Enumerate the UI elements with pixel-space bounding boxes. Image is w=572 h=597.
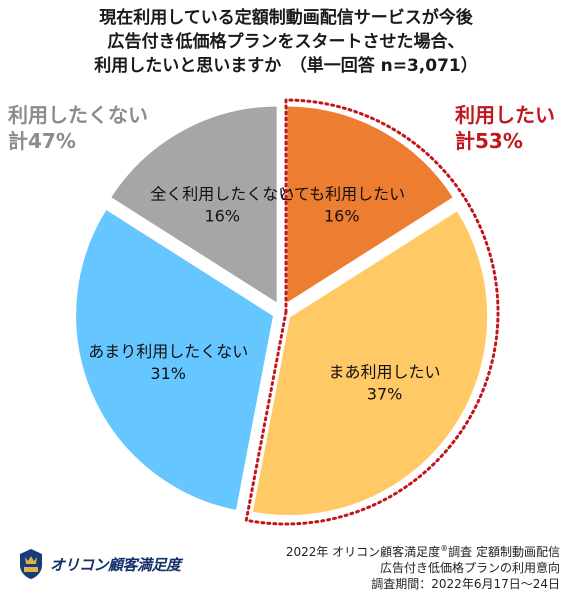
slice-value-4: 16% <box>204 206 240 225</box>
positive-group-title: 利用したい <box>455 103 555 127</box>
logo-text: オリコン顧客満足度 <box>50 555 181 574</box>
negative-group-label: 利用したくない 計47% <box>8 102 148 154</box>
slice-value-2: 37% <box>367 385 403 404</box>
source-line-3: 調査期間：2022年6月17日～24日 <box>371 577 560 591</box>
slice-value-1: 16% <box>324 206 360 225</box>
source-note: 2022年 オリコン顧客満足度®調査 定額制動画配信 広告付き低価格プランの利用… <box>286 541 560 592</box>
negative-group-title: 利用したくない <box>8 103 148 127</box>
oricon-crest-icon <box>20 549 42 579</box>
pie-slice-2 <box>249 207 491 518</box>
title-line-1: 現在利用している定額制動画配信サービスが今後 <box>99 8 473 28</box>
pie-slice-3 <box>73 205 277 514</box>
slice-label-2: まあ利用したい <box>329 363 441 382</box>
positive-group-label: 利用したい 計53% <box>455 102 555 154</box>
source-line-2: 広告付き低価格プランの利用意向 <box>379 561 560 575</box>
pie-slice-4 <box>107 103 280 308</box>
slice-value-3: 31% <box>150 364 186 383</box>
slice-label-4: 全く利用したくない <box>150 184 294 203</box>
pie-slice-1 <box>284 103 457 308</box>
positive-group-outline <box>244 98 500 526</box>
title-line-3: 利用したいと思いますか （単一回答 n=3,071） <box>94 56 478 76</box>
slice-label-1: とても利用したい <box>278 184 405 203</box>
oricon-logo: オリコン顧客満足度 <box>18 548 181 580</box>
positive-group-total: 計53% <box>455 129 523 153</box>
negative-group-total: 計47% <box>8 129 76 153</box>
title-line-2: 広告付き低価格プランをスタートさせた場合、 <box>107 32 465 52</box>
source-line-1: 2022年 オリコン顧客満足度®調査 定額制動画配信 <box>285 544 560 559</box>
slice-label-3: あまり利用したくない <box>88 342 248 361</box>
chart-title: 現在利用している定額制動画配信サービスが今後 広告付き低価格プランをスタートさせ… <box>0 6 572 78</box>
